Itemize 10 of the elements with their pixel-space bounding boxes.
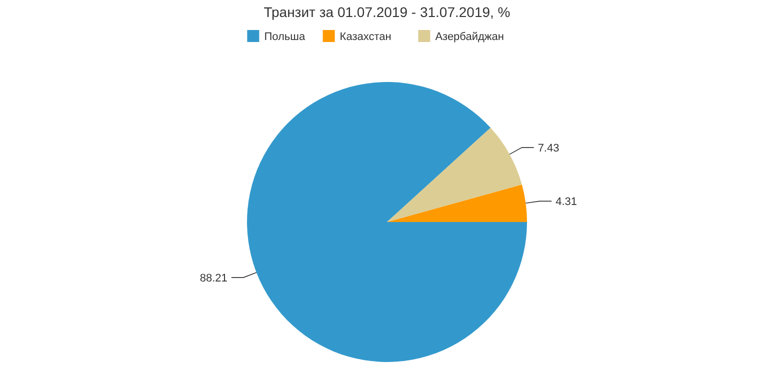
legend-label: Азербайджан [435,31,504,43]
data-label: 88.21 [200,272,228,285]
chart-title: Транзит за 01.07.2019 - 31.07.2019, % [264,4,510,20]
data-label: 7.43 [538,142,560,155]
pie-slice [247,82,527,362]
data-label: 4.31 [556,196,578,208]
legend-label: Казахстан [340,31,392,43]
legend-label: Польша [264,31,306,43]
pie-slice [387,184,527,222]
pie-slice [387,128,522,222]
